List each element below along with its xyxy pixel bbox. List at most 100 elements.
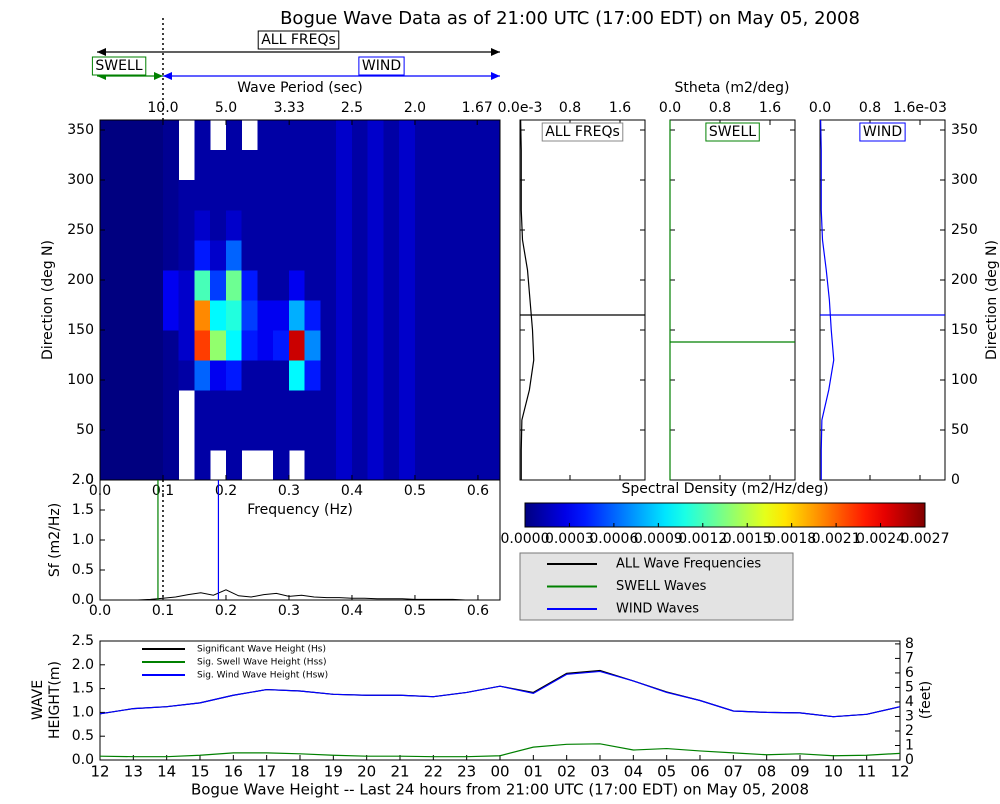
heatmap-cell bbox=[115, 360, 132, 391]
colorbar-label: Spectral Density (m2/Hz/deg) bbox=[621, 481, 828, 497]
x-tick-label: 1.6e-03 bbox=[893, 100, 947, 116]
heatmap-cell bbox=[147, 450, 164, 481]
x-tick-label: 10 bbox=[824, 763, 843, 781]
heatmap-cell bbox=[273, 300, 290, 331]
heatmap-cell bbox=[399, 270, 416, 301]
x-tick-label: 23 bbox=[457, 763, 476, 781]
x-tick-label: 0.8 bbox=[559, 100, 581, 116]
heatmap-cell bbox=[477, 270, 500, 301]
x-tick-label: 02 bbox=[557, 763, 576, 781]
heatmap-cell bbox=[446, 330, 463, 361]
heatmap-cell bbox=[304, 210, 321, 241]
x-tick-label: 06 bbox=[690, 763, 709, 781]
heatmap-cell bbox=[351, 120, 369, 151]
heatmap-cell bbox=[304, 180, 321, 211]
heatmap-cell bbox=[115, 390, 132, 421]
heatmap-cell bbox=[367, 390, 384, 421]
x-tick-label: 1.6 bbox=[609, 100, 631, 116]
heatmap-cell bbox=[477, 150, 500, 181]
heatmap-cell bbox=[288, 120, 306, 151]
heatmap-cell bbox=[241, 210, 258, 241]
y-tick-label: 2.0 bbox=[72, 657, 94, 673]
heatmap-cell bbox=[320, 360, 337, 391]
y-axis-label: WAVE bbox=[30, 680, 46, 720]
heatmap-cell bbox=[462, 360, 479, 391]
heatmap-cell bbox=[210, 330, 227, 361]
heatmap-cell bbox=[210, 270, 227, 301]
heatmap-cell bbox=[304, 300, 321, 331]
y-tick-label: 100 bbox=[67, 372, 94, 388]
heatmap-cell bbox=[162, 120, 180, 151]
heatmap-cell bbox=[414, 150, 432, 181]
heatmap-cell bbox=[241, 330, 258, 361]
y-tick-label: 0 bbox=[85, 472, 94, 488]
heatmap-cell bbox=[430, 450, 447, 481]
x-tick-label: 12 bbox=[90, 763, 109, 781]
x-tick-label: 08 bbox=[757, 763, 776, 781]
heatmap-cell bbox=[194, 270, 211, 301]
colorbar-tick-label: 0.0009 bbox=[634, 531, 683, 547]
heatmap-cell bbox=[273, 210, 290, 241]
y-tick-label: 0 bbox=[951, 472, 960, 488]
arrow-head bbox=[153, 72, 163, 80]
heatmap-cell bbox=[430, 330, 447, 361]
heatmap-cell bbox=[100, 330, 117, 361]
heatmap-cell bbox=[115, 270, 132, 301]
heatmap-cell bbox=[162, 300, 180, 331]
heatmap-cell bbox=[399, 360, 416, 391]
heatmap-cell bbox=[194, 120, 211, 151]
period-tick-label: 1.67 bbox=[462, 100, 493, 116]
legend-label: ALL Wave Frequencies bbox=[616, 557, 761, 572]
heatmap-cell bbox=[304, 150, 321, 181]
heatmap-cell bbox=[257, 360, 274, 391]
heatmap-cell bbox=[430, 420, 447, 451]
heatmap-cell bbox=[320, 210, 337, 241]
heatmap-cell bbox=[194, 210, 211, 241]
y-tick-label: 0.0 bbox=[72, 752, 94, 768]
heatmap-cell bbox=[414, 300, 432, 331]
heatmap-cell bbox=[383, 360, 400, 391]
heatmap-cell bbox=[210, 390, 227, 421]
heatmap-cell bbox=[304, 450, 321, 481]
heatmap-cell bbox=[257, 210, 274, 241]
y-tick-label: 350 bbox=[951, 122, 978, 138]
heatmap-cell bbox=[100, 210, 117, 241]
arrow-head bbox=[162, 72, 172, 80]
heatmap-cell bbox=[241, 420, 258, 451]
arrow-head bbox=[491, 48, 500, 56]
heatmap-cell bbox=[288, 360, 306, 391]
x-axis-label: Bogue Wave Height -- Last 24 hours from … bbox=[191, 781, 809, 799]
heatmap-cell bbox=[225, 150, 243, 181]
band-label: SWELL bbox=[95, 58, 142, 74]
heatmap-cell bbox=[414, 270, 432, 301]
heatmap-cell bbox=[288, 390, 306, 421]
heatmap-cell bbox=[115, 240, 132, 271]
y2-tick-label: 8 bbox=[905, 636, 914, 652]
heatmap-cell bbox=[430, 240, 447, 271]
heatmap-cell bbox=[147, 390, 164, 421]
x-tick-label: 14 bbox=[157, 763, 176, 781]
heatmap-cell bbox=[446, 150, 463, 181]
heatmap-cell bbox=[131, 120, 148, 151]
x-tick-label: 0.3 bbox=[278, 603, 300, 619]
heatmap-cell bbox=[257, 330, 274, 361]
heatmap-cell bbox=[131, 360, 148, 391]
heatmap-cell bbox=[367, 420, 384, 451]
heatmap-cell bbox=[336, 450, 353, 481]
heatmap-cell bbox=[462, 210, 479, 241]
direction-profile bbox=[520, 119, 535, 480]
heatmap-cell bbox=[178, 210, 195, 241]
y-tick-label: 50 bbox=[951, 422, 969, 438]
heatmap-cell bbox=[383, 300, 400, 331]
heatmap-cell bbox=[383, 150, 400, 181]
x-tick-label: 0.8 bbox=[709, 100, 731, 116]
heatmap-cell bbox=[288, 240, 306, 271]
heatmap-cell bbox=[304, 390, 321, 421]
heatmap-cell bbox=[147, 420, 164, 451]
heatmap-cell bbox=[273, 450, 290, 481]
y-axis-label: Sf (m2/Hz) bbox=[47, 503, 63, 577]
heatmap-cell bbox=[115, 150, 132, 181]
heatmap-cell bbox=[399, 420, 416, 451]
heatmap-cell bbox=[225, 450, 243, 481]
